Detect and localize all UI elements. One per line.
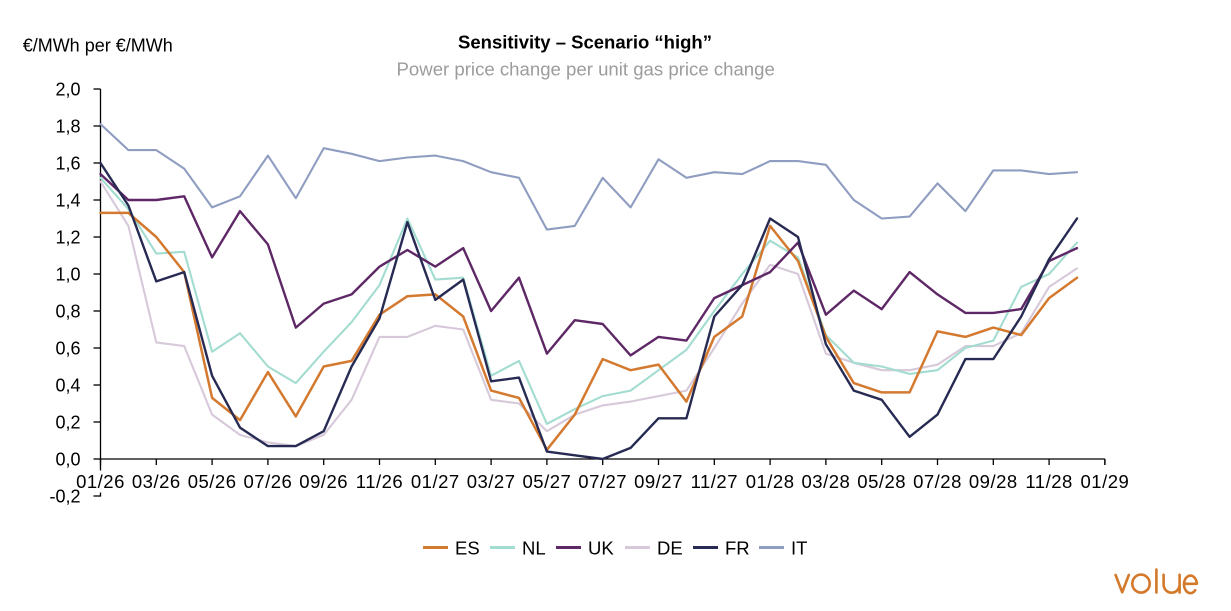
svg-text:05/26: 05/26 bbox=[188, 471, 237, 492]
svg-text:03/27: 03/27 bbox=[467, 471, 516, 492]
svg-text:0,0: 0,0 bbox=[55, 450, 80, 470]
svg-text:UK: UK bbox=[588, 537, 614, 558]
svg-text:01/26: 01/26 bbox=[76, 471, 125, 492]
svg-text:2,0: 2,0 bbox=[55, 80, 80, 100]
svg-text:0,4: 0,4 bbox=[55, 376, 80, 396]
svg-text:0,8: 0,8 bbox=[55, 302, 80, 322]
svg-text:03/28: 03/28 bbox=[802, 471, 851, 492]
svg-text:07/28: 07/28 bbox=[913, 471, 962, 492]
svg-text:Sensitivity – Scenario “high”: Sensitivity – Scenario “high” bbox=[458, 32, 712, 53]
svg-text:07/27: 07/27 bbox=[578, 471, 627, 492]
svg-text:NL: NL bbox=[522, 537, 546, 558]
svg-text:1,4: 1,4 bbox=[55, 191, 80, 211]
svg-text:1,8: 1,8 bbox=[55, 117, 80, 137]
svg-text:€/MWh per €/MWh: €/MWh per €/MWh bbox=[23, 36, 173, 56]
svg-text:Power price change per unit ga: Power price change per unit gas price ch… bbox=[397, 59, 775, 80]
svg-text:11/26: 11/26 bbox=[356, 471, 403, 492]
svg-text:DE: DE bbox=[657, 537, 683, 558]
svg-text:0,2: 0,2 bbox=[55, 413, 80, 433]
svg-text:03/26: 03/26 bbox=[132, 471, 181, 492]
svg-text:09/26: 09/26 bbox=[299, 471, 348, 492]
svg-text:0,6: 0,6 bbox=[55, 339, 80, 359]
svg-text:11/28: 11/28 bbox=[1025, 471, 1072, 492]
svg-text:1,2: 1,2 bbox=[55, 228, 80, 248]
svg-text:07/26: 07/26 bbox=[244, 471, 293, 492]
svg-text:FR: FR bbox=[725, 537, 750, 558]
svg-text:1,0: 1,0 bbox=[55, 265, 80, 285]
svg-text:11/27: 11/27 bbox=[691, 471, 738, 492]
svg-text:09/27: 09/27 bbox=[634, 471, 683, 492]
svg-text:IT: IT bbox=[791, 537, 807, 558]
svg-text:09/28: 09/28 bbox=[969, 471, 1018, 492]
svg-text:01/27: 01/27 bbox=[411, 471, 460, 492]
svg-text:01/28: 01/28 bbox=[746, 471, 795, 492]
svg-text:05/27: 05/27 bbox=[523, 471, 572, 492]
svg-text:01/29: 01/29 bbox=[1081, 471, 1130, 492]
svg-text:1,6: 1,6 bbox=[55, 154, 80, 174]
svg-text:ES: ES bbox=[455, 537, 480, 558]
svg-text:-0,2: -0,2 bbox=[49, 487, 80, 507]
svg-text:05/28: 05/28 bbox=[857, 471, 906, 492]
